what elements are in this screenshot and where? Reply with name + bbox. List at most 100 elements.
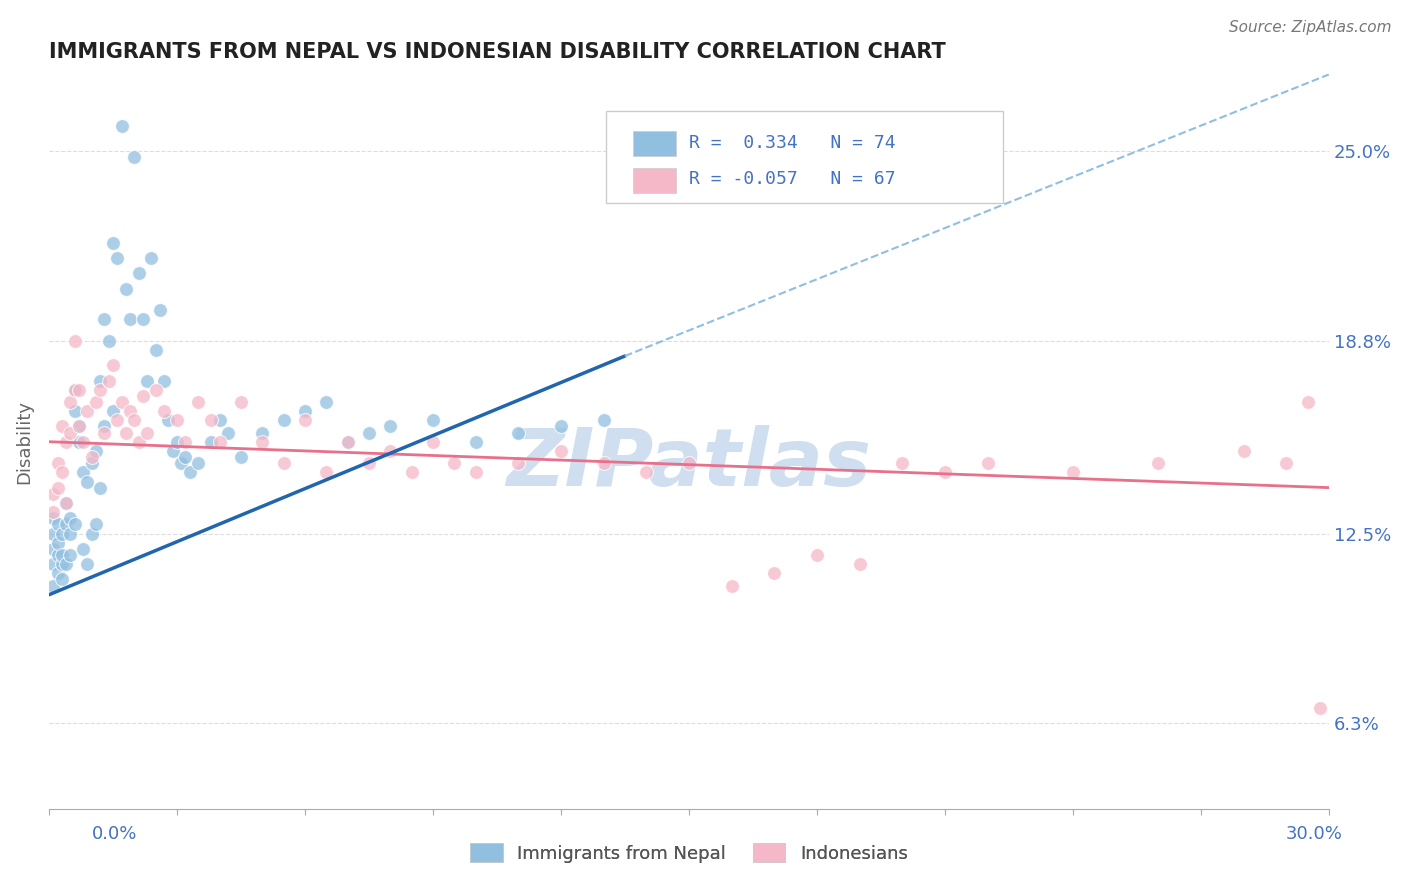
Legend: Immigrants from Nepal, Indonesians: Immigrants from Nepal, Indonesians (463, 836, 915, 870)
Point (72, 541, 94, 556)
Point (252, 425, 274, 440)
Point (101, 235, 124, 250)
FancyBboxPatch shape (606, 112, 1002, 203)
Point (1296, 395, 1319, 409)
Point (422, 413, 444, 427)
Point (42, 526, 65, 541)
Text: 30.0%: 30.0% (1286, 825, 1343, 843)
Point (141, 251, 163, 265)
Point (315, 466, 337, 480)
Point (55, 517, 77, 532)
Point (46, 535, 69, 549)
Point (63, 383, 86, 397)
Text: 0.0%: 0.0% (91, 825, 136, 843)
Point (84, 443, 107, 458)
Point (166, 413, 188, 427)
Point (59, 395, 82, 409)
Point (124, 150, 146, 164)
Point (118, 404, 141, 418)
Point (678, 456, 700, 470)
Point (67, 419, 90, 434)
Point (145, 383, 167, 397)
Point (149, 303, 172, 318)
Point (46, 566, 69, 581)
Point (252, 434, 274, 449)
Point (42, 487, 65, 501)
Point (422, 434, 444, 449)
Point (443, 456, 465, 470)
Point (76, 557, 98, 571)
Point (84, 395, 107, 409)
Point (170, 456, 193, 470)
Point (89, 481, 111, 495)
Point (97, 374, 120, 388)
Point (46, 481, 69, 495)
Point (976, 456, 998, 470)
Point (42, 557, 65, 571)
Point (401, 466, 423, 480)
Point (357, 425, 380, 440)
Point (80, 456, 103, 470)
Point (508, 425, 530, 440)
Point (63, 517, 86, 532)
Point (157, 413, 180, 427)
Point (67, 434, 90, 449)
Point (1147, 456, 1170, 470)
Text: IMMIGRANTS FROM NEPAL VS INDONESIAN DISABILITY CORRELATION CHART: IMMIGRANTS FROM NEPAL VS INDONESIAN DISA… (49, 42, 946, 62)
Text: R = -0.057   N = 67: R = -0.057 N = 67 (689, 170, 896, 188)
Point (380, 443, 402, 458)
Point (51, 419, 73, 434)
Point (136, 374, 159, 388)
Point (550, 419, 572, 434)
Point (76, 404, 98, 418)
Point (128, 266, 150, 280)
Text: ZIPatlas: ZIPatlas (506, 425, 872, 503)
Point (273, 413, 295, 427)
Point (101, 358, 124, 372)
Point (336, 434, 359, 449)
Point (105, 413, 128, 427)
Point (162, 443, 184, 458)
Point (200, 434, 222, 449)
Point (200, 413, 222, 427)
Point (63, 383, 86, 397)
Point (59, 511, 82, 525)
Point (174, 450, 197, 464)
Point (51, 526, 73, 541)
Point (42, 505, 65, 519)
Text: Source: ZipAtlas.com: Source: ZipAtlas.com (1229, 20, 1392, 35)
Point (93, 419, 115, 434)
Point (763, 566, 786, 581)
Point (46, 456, 69, 470)
Point (110, 395, 132, 409)
Point (187, 456, 209, 470)
Point (336, 434, 359, 449)
Point (208, 413, 231, 427)
Point (357, 456, 380, 470)
Point (132, 312, 155, 326)
Point (84, 517, 107, 532)
Point (76, 475, 98, 489)
Point (42, 578, 65, 592)
Point (59, 425, 82, 440)
Point (51, 557, 73, 571)
Point (63, 404, 86, 418)
Point (136, 425, 159, 440)
Point (51, 548, 73, 562)
Point (508, 456, 530, 470)
Point (63, 334, 86, 348)
Point (55, 496, 77, 510)
Point (1309, 701, 1331, 715)
Point (720, 578, 742, 592)
Point (166, 434, 188, 449)
Point (124, 413, 146, 427)
Point (229, 450, 252, 464)
Point (105, 251, 128, 265)
Point (187, 395, 209, 409)
Point (97, 334, 120, 348)
Point (179, 466, 201, 480)
Point (42, 541, 65, 556)
Point (1062, 466, 1084, 480)
Point (51, 573, 73, 587)
Point (101, 404, 124, 418)
